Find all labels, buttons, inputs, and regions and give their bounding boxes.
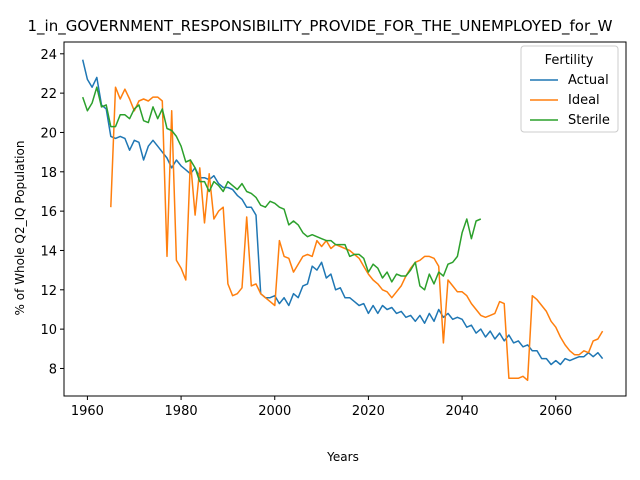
legend-label-ideal: Ideal [568,93,600,108]
plot-area [63,41,627,397]
y-tick-label: 16 [40,205,57,220]
series-line-ideal [110,86,604,382]
x-tick-label: 2000 [258,404,291,419]
x-axis-label: Years [326,450,359,464]
x-tick-label: 1960 [71,404,104,419]
y-tick-label: 12 [40,284,57,299]
y-tick-label: 10 [40,323,57,338]
chart-title: 1_in_GOVERNMENT_RESPONSIBILITY_PROVIDE_F… [28,17,613,36]
x-tick-label: 1980 [165,404,198,419]
y-tick-label: 22 [40,87,57,102]
y-tick-label: 8 [49,362,57,377]
legend: Fertility Actual Ideal Sterile [520,45,619,133]
y-tick-label: 24 [40,48,57,63]
axes-frame [63,41,627,397]
x-tick-label: 2040 [446,404,479,419]
y-tick-label: 18 [40,166,57,181]
legend-label-sterile: Sterile [568,113,610,128]
series-line-sterile [81,86,482,291]
y-axis-ticks: 8 10 12 14 16 18 20 22 24 [40,48,64,377]
y-tick-label: 20 [40,126,57,141]
x-axis-ticks: 1960 1980 2000 2020 2040 2060 [71,396,572,419]
legend-label-actual: Actual [568,73,609,88]
x-tick-label: 2060 [539,404,572,419]
legend-box [520,45,619,133]
legend-title: Fertility [545,53,594,68]
x-tick-label: 2020 [352,404,385,419]
legend-items: Actual Ideal Sterile [530,73,610,128]
series-layer [81,59,604,382]
y-tick-label: 14 [40,244,57,259]
y-axis-label: % of Whole Q2_IQ Population [13,141,27,316]
